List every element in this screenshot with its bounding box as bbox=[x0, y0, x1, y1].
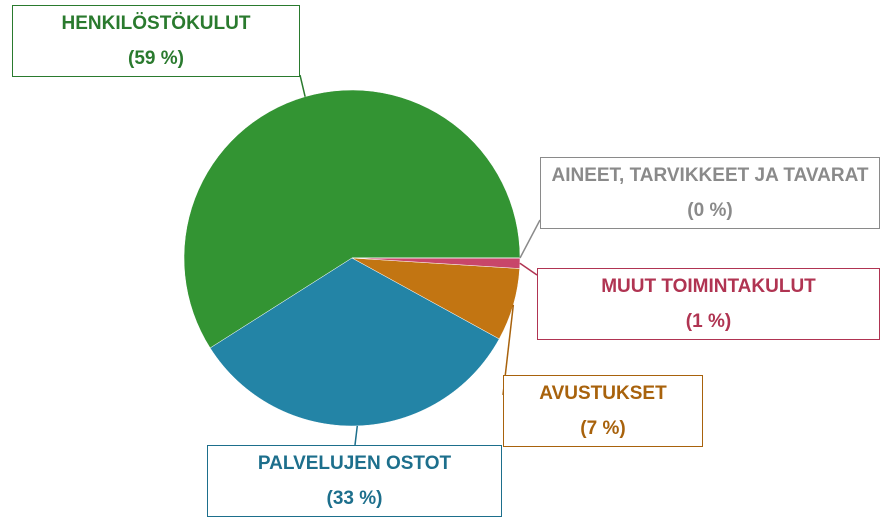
label-value: (59 %) bbox=[128, 48, 184, 69]
label-name: AVUSTUKSET bbox=[539, 383, 667, 404]
slice-label: HENKILÖSTÖKULUT (59 %) bbox=[12, 5, 300, 77]
label-value: (33 %) bbox=[326, 488, 383, 509]
leader-line bbox=[519, 219, 541, 259]
label-name: HENKILÖSTÖKULUT bbox=[61, 13, 251, 34]
label-value: (1 %) bbox=[685, 311, 732, 332]
leader-line bbox=[519, 262, 538, 276]
label-value: (0 %) bbox=[687, 200, 733, 221]
pie-slice bbox=[209, 257, 500, 427]
slice-label: AVUSTUKSET (7 %) bbox=[503, 375, 703, 447]
leader-line bbox=[354, 425, 359, 446]
label-name: MUUT TOIMINTAKULUT bbox=[601, 276, 816, 297]
slice-label: AINEET, TARVIKKEET JA TAVARAT (0 %) bbox=[540, 157, 880, 229]
leader-line bbox=[299, 74, 306, 97]
label-value: (7 %) bbox=[580, 418, 626, 439]
label-name: AINEET, TARVIKKEET JA TAVARAT bbox=[551, 165, 869, 186]
label-name: PALVELUJEN OSTOT bbox=[257, 453, 452, 474]
slice-label: MUUT TOIMINTAKULUT (1 %) bbox=[537, 268, 880, 340]
slice-label: PALVELUJEN OSTOT (33 %) bbox=[207, 445, 502, 517]
